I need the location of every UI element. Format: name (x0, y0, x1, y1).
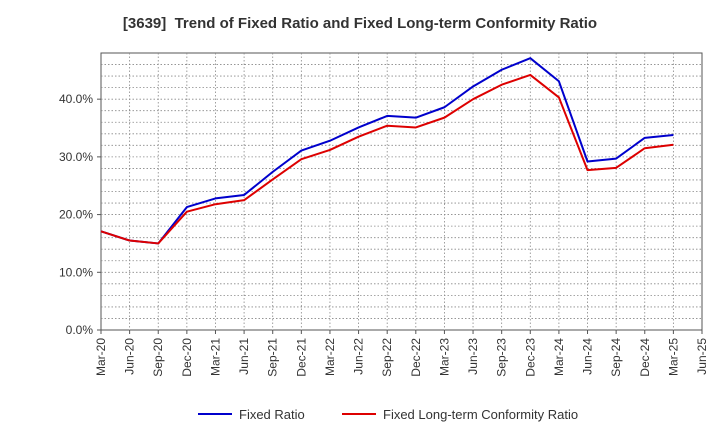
x-tick-label: Sep-20 (151, 338, 165, 377)
x-tick-label: Mar-20 (94, 338, 108, 376)
x-tick-label: Jun-24 (581, 338, 595, 375)
x-tick-label: Mar-25 (666, 338, 680, 376)
x-tick-label: Jun-21 (237, 338, 251, 375)
x-tick-label: Jun-25 (695, 338, 709, 375)
x-tick-label: Jun-22 (352, 338, 366, 375)
y-tick-label: 0.0% (66, 323, 94, 337)
series-lines (100, 57, 674, 245)
legend: Fixed Ratio Fixed Long-term Conformity Ra… (198, 407, 578, 422)
x-tick-label: Dec-22 (409, 338, 423, 377)
series-line-fixed-ratio (100, 57, 674, 245)
x-tick-label: Mar-23 (437, 338, 451, 376)
x-axis-ticks: Mar-20 Jun-20 Sep-20 Dec-20 Mar-21 Jun-21 Sep-… (94, 330, 709, 377)
x-tick-label: Dec-20 (180, 338, 194, 377)
x-tick-label: Mar-24 (552, 338, 566, 376)
x-tick-label: Mar-21 (208, 338, 222, 376)
x-tick-label: Mar-22 (323, 338, 337, 376)
y-tick-label: 10.0% (59, 265, 93, 279)
x-tick-label: Dec-24 (638, 338, 652, 377)
plot-area (100, 52, 703, 331)
legend-label: Fixed Long-term Conformity Ratio (383, 407, 578, 422)
x-tick-label: Dec-23 (523, 338, 537, 377)
x-tick-label: Sep-21 (266, 338, 280, 377)
y-tick-label: 20.0% (59, 208, 93, 222)
x-tick-label: Jun-20 (123, 338, 137, 375)
x-tick-label: Sep-23 (495, 338, 509, 377)
x-tick-label: Sep-24 (609, 338, 623, 377)
x-tick-label: Jun-23 (466, 338, 480, 375)
y-axis-ticks: 0.0% 10.0% 20.0% 30.0% 40.0% (59, 92, 101, 337)
series-line-fixed-long-term-conformity-ratio (100, 73, 674, 245)
y-tick-label: 30.0% (59, 150, 93, 164)
legend-label: Fixed Ratio (239, 407, 305, 422)
y-tick-label: 40.0% (59, 92, 93, 106)
x-tick-label: Dec-21 (294, 338, 308, 377)
chart-title: [3639] Trend of Fixed Ratio and Fixed Lo… (122, 15, 598, 32)
x-tick-label: Sep-22 (380, 338, 394, 377)
